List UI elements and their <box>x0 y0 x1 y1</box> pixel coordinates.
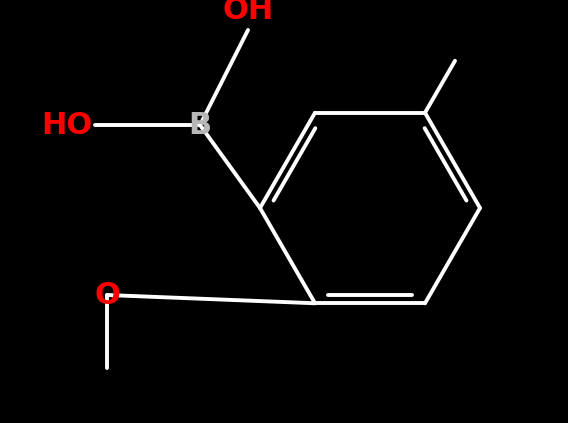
Text: OH: OH <box>223 0 274 25</box>
Text: B: B <box>189 110 211 140</box>
Text: O: O <box>94 280 120 310</box>
Text: HO: HO <box>41 110 92 140</box>
